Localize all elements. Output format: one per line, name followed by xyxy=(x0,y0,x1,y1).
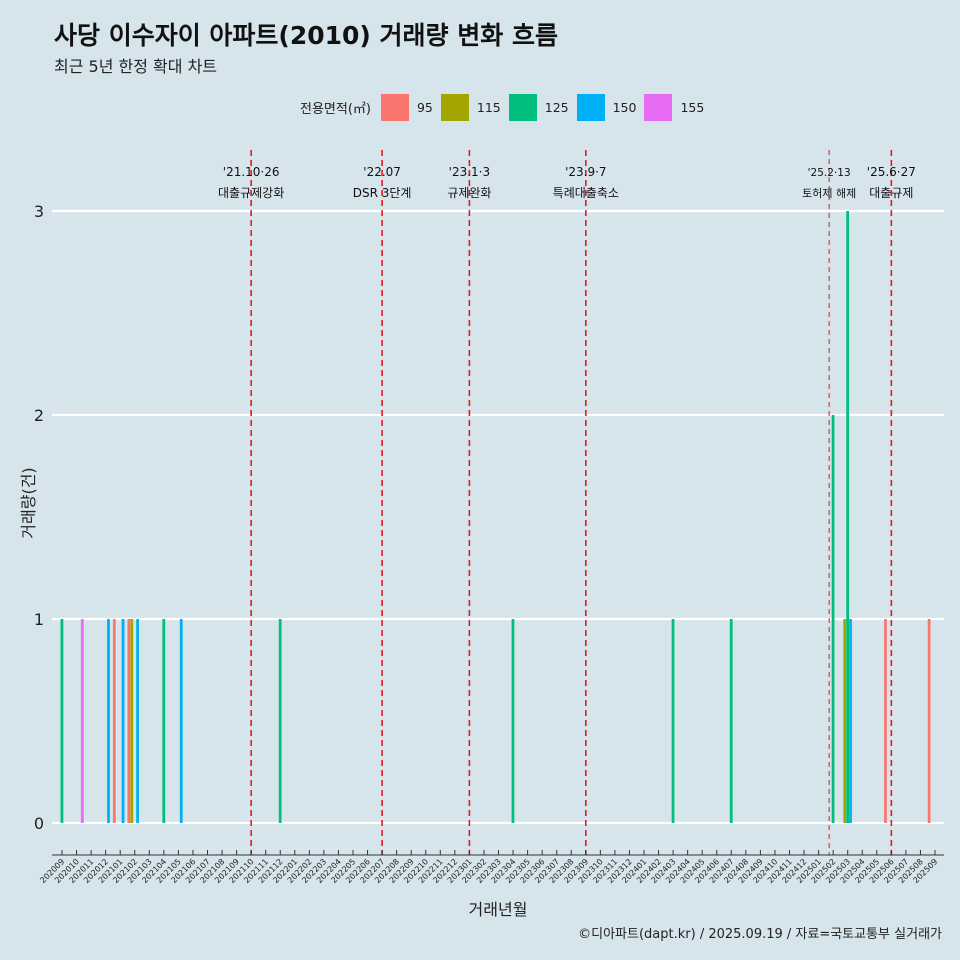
legend-key-115 xyxy=(440,93,469,121)
bar-202102-115 xyxy=(130,619,134,823)
legend-label-115: 115 xyxy=(476,99,501,115)
y-axis-title: 거래량(건) xyxy=(19,467,38,538)
event-date-label: '23.9·7 xyxy=(565,165,606,179)
legend-key-150 xyxy=(576,93,605,121)
bar-202102-95 xyxy=(127,619,131,823)
bar-202506-95 xyxy=(884,619,887,823)
event-date-label: '25.2·13 xyxy=(808,167,851,179)
y-tick-label: 2 xyxy=(34,406,44,425)
bar-202304-125 xyxy=(511,619,515,823)
bar-202509-95 xyxy=(927,619,931,823)
x-axis-title: 거래년월 xyxy=(469,900,528,919)
event-label: 토허제 해제 xyxy=(802,186,856,200)
chart-subtitle: 최근 5년 한정 확대 차트 xyxy=(54,57,218,76)
event-date-label: '23.1·3 xyxy=(449,165,490,179)
legend-key-155 xyxy=(644,93,673,121)
y-tick-label: 1 xyxy=(34,610,44,629)
bar-202104-125 xyxy=(162,619,166,823)
y-tick-label: 3 xyxy=(34,202,44,221)
bar-202105-150 xyxy=(179,619,183,823)
legend-label-155: 155 xyxy=(680,99,705,115)
chart-title: 사당 이수자이 아파트(2010) 거래량 변화 흐름 xyxy=(54,21,558,50)
legend-key-95 xyxy=(380,93,409,121)
bar-202112-125 xyxy=(278,619,282,823)
bar-202101-150 xyxy=(121,619,125,823)
y-tick-label: 0 xyxy=(34,814,44,833)
bar-202503-115 xyxy=(843,619,847,823)
legend-title: 전용면적(㎡) xyxy=(300,101,371,117)
event-date-label: '21.10·26 xyxy=(223,165,280,179)
bar-202009-125 xyxy=(60,619,64,823)
bar-202407-125 xyxy=(729,619,733,823)
event-label: DSR 3단계 xyxy=(353,186,412,200)
bar-202012-150 xyxy=(107,619,110,823)
source-caption: ©디아파트(dapt.kr) / 2025.09.19 / 자료=국토교통부 실… xyxy=(578,927,942,942)
bar-202010-155 xyxy=(80,619,84,823)
event-label: 특례대출축소 xyxy=(553,186,619,200)
bar-202102-150 xyxy=(136,619,139,823)
bar-202502-125 xyxy=(831,415,835,823)
legend-item-150: 150 xyxy=(576,93,637,121)
bar-202503-125 xyxy=(846,211,850,823)
bar-202403-125 xyxy=(671,619,675,823)
legend-label-125: 125 xyxy=(544,99,569,115)
legend-item-155: 155 xyxy=(644,93,705,121)
event-date-label: '22.07 xyxy=(363,165,401,179)
bar-202101-95 xyxy=(112,619,116,823)
legend-item-125: 125 xyxy=(508,93,569,121)
legend: 전용면적(㎡) 95 115 125 150 155 xyxy=(300,93,712,121)
legend-label-150: 150 xyxy=(612,99,637,115)
legend-item-95: 95 xyxy=(380,93,433,121)
event-label: 대출규제강화 xyxy=(218,186,284,200)
legend-label-95: 95 xyxy=(416,99,433,115)
legend-key-125 xyxy=(508,93,537,121)
bar-202503-150 xyxy=(849,619,852,823)
legend-item-115: 115 xyxy=(440,93,501,121)
event-label: 규제완화 xyxy=(447,186,491,200)
event-label: 대출규제 xyxy=(869,186,913,200)
event-date-label: '25.6·27 xyxy=(867,165,916,179)
